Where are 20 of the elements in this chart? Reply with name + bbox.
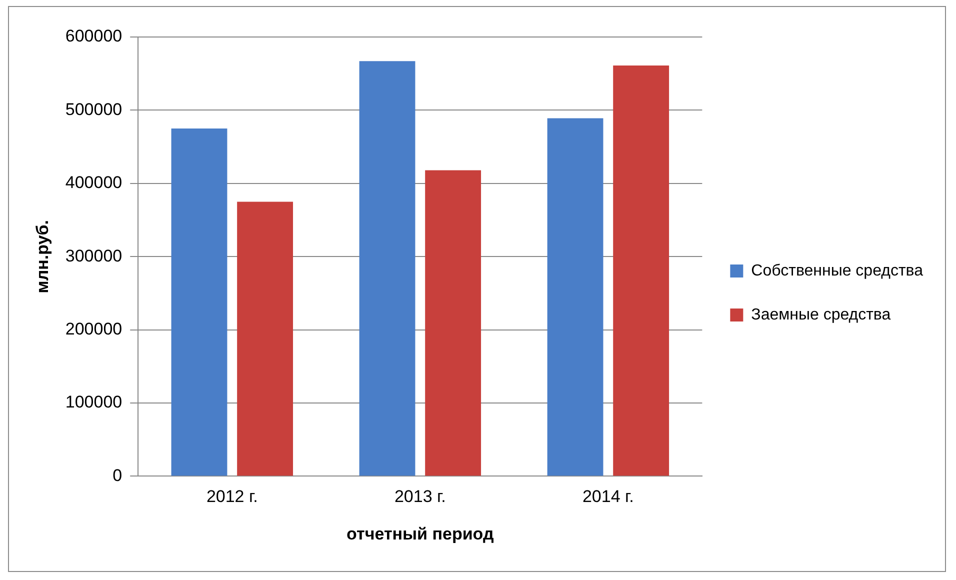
bar xyxy=(547,118,604,476)
bar xyxy=(359,61,416,476)
x-tick-label: 2012 г. xyxy=(206,487,258,506)
legend-label: Заемные средства xyxy=(751,306,891,324)
y-tick-label: 300000 xyxy=(65,246,122,266)
x-tick-label: 2013 г. xyxy=(394,487,446,506)
x-tick-label: 2014 г. xyxy=(582,487,634,506)
y-tick-label: 100000 xyxy=(65,392,122,412)
y-axis-title: млн.руб. xyxy=(32,220,52,294)
y-tick-label: 200000 xyxy=(65,319,122,338)
y-tick-label: 500000 xyxy=(65,100,122,119)
y-tick-label: 400000 xyxy=(65,173,122,192)
bar xyxy=(171,128,228,476)
bar xyxy=(425,170,482,476)
bar xyxy=(237,202,294,476)
y-tick-label: 600000 xyxy=(65,26,122,46)
legend-label: Собственные средства xyxy=(751,262,924,280)
bar xyxy=(613,66,670,476)
x-axis-title: отчетный период xyxy=(346,524,494,544)
y-tick-label: 0 xyxy=(112,466,122,485)
